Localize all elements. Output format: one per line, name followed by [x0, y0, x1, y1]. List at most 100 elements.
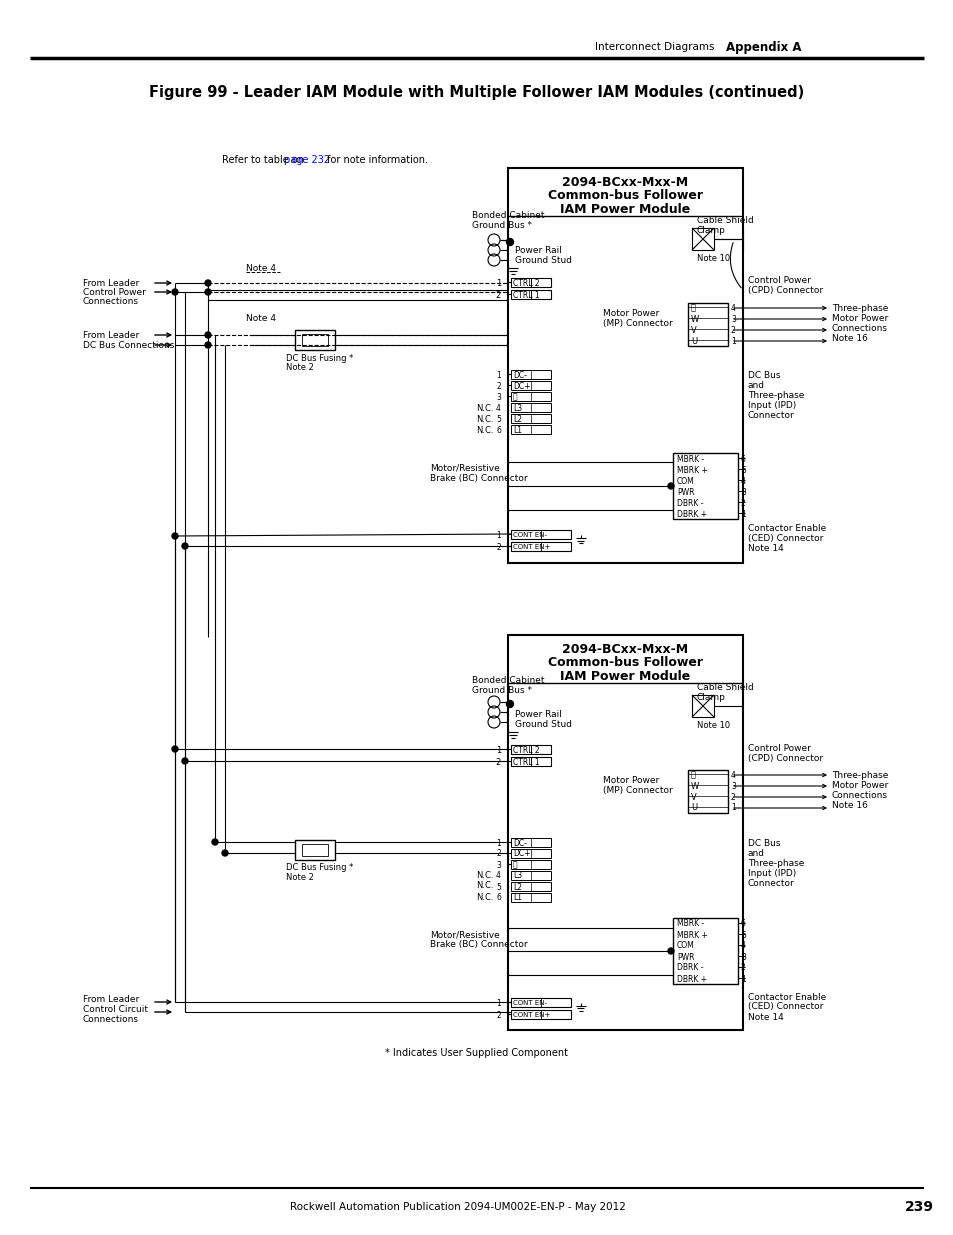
- Text: Three-phase: Three-phase: [831, 771, 887, 779]
- Text: 4: 4: [496, 872, 500, 881]
- Text: L1: L1: [513, 426, 521, 435]
- Text: Clamp: Clamp: [697, 226, 725, 235]
- Text: 1: 1: [730, 804, 735, 813]
- Text: DC-: DC-: [513, 839, 526, 847]
- Text: Control Power: Control Power: [747, 743, 810, 752]
- Text: IAM Power Module: IAM Power Module: [559, 669, 690, 683]
- Text: 4: 4: [740, 941, 745, 951]
- Bar: [302, 333, 328, 346]
- Text: Connections: Connections: [831, 324, 887, 332]
- Circle shape: [182, 543, 188, 550]
- Text: DC Bus: DC Bus: [747, 839, 780, 847]
- Text: 2: 2: [496, 542, 500, 552]
- Text: Interconnect Diagrams: Interconnect Diagrams: [595, 42, 714, 52]
- Text: ⏚: ⏚: [513, 861, 517, 869]
- Text: Bonded Cabinet: Bonded Cabinet: [472, 210, 544, 220]
- Text: Contactor Enable: Contactor Enable: [747, 524, 825, 532]
- Circle shape: [172, 534, 178, 538]
- Text: Bonded Cabinet: Bonded Cabinet: [472, 676, 544, 684]
- Text: CONT EN-: CONT EN-: [513, 1000, 546, 1007]
- Text: 1: 1: [740, 974, 745, 983]
- Text: DC Bus Connections: DC Bus Connections: [83, 341, 174, 350]
- Text: Motor Power: Motor Power: [831, 781, 887, 789]
- Text: Note 14: Note 14: [747, 1013, 783, 1021]
- Text: 2: 2: [496, 757, 500, 767]
- Text: From Leader: From Leader: [83, 279, 139, 288]
- Text: 2: 2: [740, 499, 745, 508]
- Text: Motor Power: Motor Power: [602, 776, 659, 784]
- Text: Power Rail: Power Rail: [515, 246, 561, 254]
- Text: 1: 1: [496, 370, 500, 379]
- Text: 3: 3: [740, 488, 745, 496]
- Text: Connector: Connector: [747, 410, 794, 420]
- Bar: [511, 382, 551, 390]
- Bar: [511, 757, 551, 766]
- Text: W: W: [690, 315, 699, 324]
- Bar: [687, 769, 727, 813]
- Bar: [294, 330, 335, 350]
- Text: 3: 3: [730, 782, 735, 790]
- Text: Figure 99 - Leader IAM Module with Multiple Follower IAM Modules (continued): Figure 99 - Leader IAM Module with Multi…: [150, 84, 803, 100]
- Text: Clamp: Clamp: [697, 693, 725, 701]
- Text: 5: 5: [740, 930, 745, 940]
- Bar: [691, 228, 713, 249]
- Bar: [507, 168, 742, 563]
- Text: Note 10: Note 10: [697, 253, 729, 263]
- Text: Refer to table on: Refer to table on: [222, 156, 307, 165]
- Text: 1: 1: [496, 746, 500, 755]
- Text: DBRK -: DBRK -: [677, 499, 702, 508]
- Text: Ground Stud: Ground Stud: [515, 256, 572, 264]
- Text: N.C.: N.C.: [476, 882, 493, 890]
- Circle shape: [182, 758, 188, 764]
- Text: Rockwell Automation Publication 2094-UM002E-EN-P - May 2012: Rockwell Automation Publication 2094-UM0…: [290, 1202, 625, 1212]
- Text: (MP) Connector: (MP) Connector: [602, 785, 672, 794]
- Text: (CPD) Connector: (CPD) Connector: [747, 753, 822, 762]
- Text: Connections: Connections: [83, 1015, 139, 1025]
- Text: PWR: PWR: [677, 952, 694, 962]
- Text: Power Rail: Power Rail: [515, 709, 561, 719]
- Bar: [511, 278, 551, 287]
- Text: 6: 6: [496, 893, 500, 903]
- Text: Note 2: Note 2: [286, 363, 314, 372]
- Text: DC+: DC+: [513, 382, 530, 390]
- Text: 1: 1: [496, 999, 500, 1008]
- Text: 2: 2: [496, 290, 500, 300]
- Text: and: and: [747, 848, 764, 857]
- Bar: [511, 414, 551, 424]
- Text: MBRK +: MBRK +: [677, 466, 707, 474]
- Text: CTRL 2: CTRL 2: [513, 746, 539, 755]
- Text: MBRK -: MBRK -: [677, 454, 703, 463]
- Text: Cable Shield: Cable Shield: [697, 215, 753, 225]
- Bar: [672, 453, 738, 519]
- Text: 2094-BCxx-Mxx-M: 2094-BCxx-Mxx-M: [562, 642, 688, 656]
- Bar: [511, 542, 571, 551]
- Text: CTRL 1: CTRL 1: [513, 757, 539, 767]
- Text: 3: 3: [740, 952, 745, 962]
- Text: Motor Power: Motor Power: [831, 314, 887, 322]
- Text: Ground Bus *: Ground Bus *: [472, 221, 532, 230]
- Text: DBRK +: DBRK +: [677, 510, 706, 519]
- Text: 2: 2: [496, 850, 500, 858]
- Text: CTRL 2: CTRL 2: [513, 279, 539, 288]
- Bar: [511, 391, 551, 401]
- Bar: [511, 882, 551, 890]
- Text: CONT EN-: CONT EN-: [513, 532, 546, 538]
- Text: ⏚: ⏚: [513, 393, 517, 401]
- Text: (CED) Connector: (CED) Connector: [747, 534, 822, 542]
- Text: Note 4: Note 4: [246, 314, 275, 322]
- Text: V: V: [690, 793, 696, 802]
- Bar: [511, 839, 551, 847]
- Circle shape: [506, 238, 513, 246]
- Bar: [511, 893, 551, 902]
- Circle shape: [506, 700, 513, 708]
- Text: * Indicates User Supplied Component: * Indicates User Supplied Component: [385, 1049, 568, 1058]
- Bar: [672, 918, 738, 984]
- Text: Appendix A: Appendix A: [725, 41, 801, 53]
- Text: Note 4: Note 4: [246, 263, 275, 273]
- Text: (MP) Connector: (MP) Connector: [602, 319, 672, 327]
- Text: Note 14: Note 14: [747, 543, 783, 552]
- Bar: [687, 303, 727, 346]
- Bar: [511, 998, 571, 1007]
- Text: DC Bus: DC Bus: [747, 370, 780, 379]
- Text: Motor/Resistive: Motor/Resistive: [430, 463, 499, 473]
